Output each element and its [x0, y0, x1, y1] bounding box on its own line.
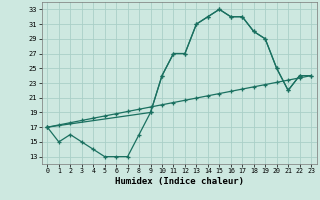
X-axis label: Humidex (Indice chaleur): Humidex (Indice chaleur): [115, 177, 244, 186]
